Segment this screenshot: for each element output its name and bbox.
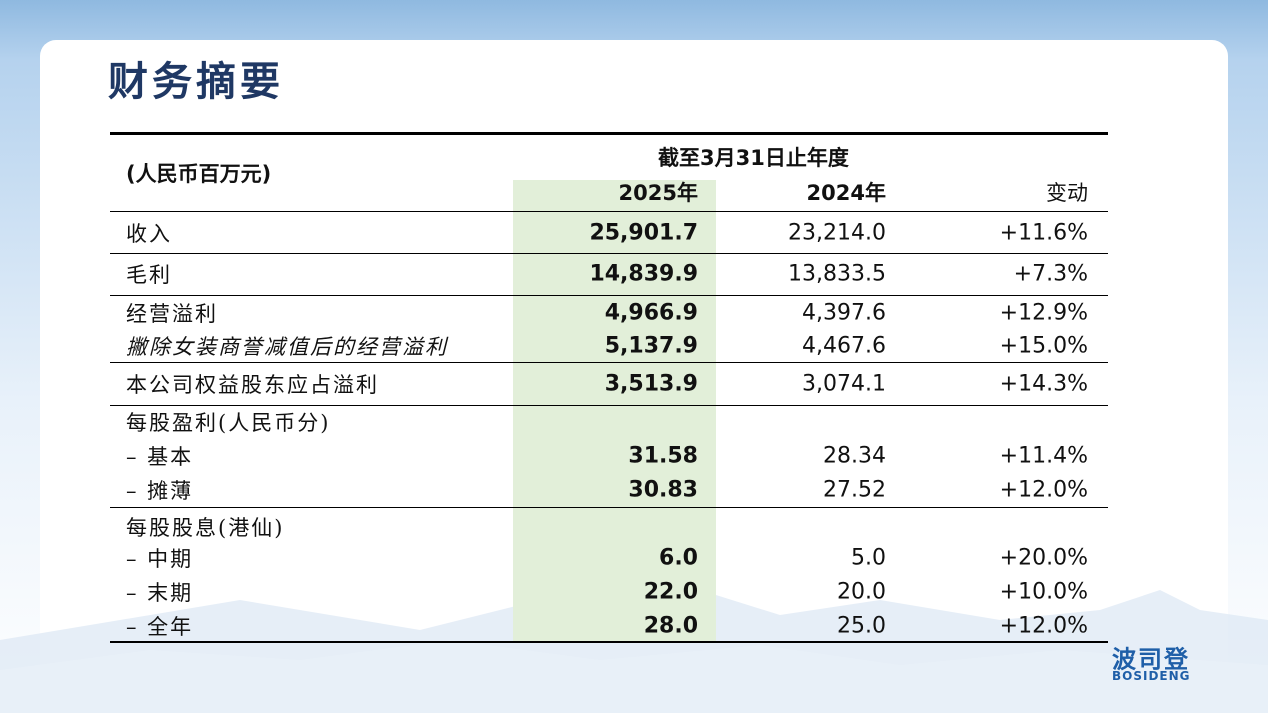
row-label: 每股股息(港仙) <box>126 516 285 540</box>
cell: 13,833.5 <box>788 261 886 287</box>
period: 截至3月31日止年度 <box>658 146 849 170</box>
cell: 3,513.9 <box>604 371 698 397</box>
cell: 6.0 <box>659 545 698 571</box>
cell: 23,214.0 <box>788 220 886 246</box>
title: 财务摘要 <box>108 58 284 105</box>
rule <box>110 405 1108 406</box>
rule <box>110 507 1108 508</box>
cell: 4,966.9 <box>604 300 698 326</box>
cell: +11.4% <box>999 443 1088 469</box>
cell: 25,901.7 <box>589 220 698 246</box>
cell: 5,137.9 <box>604 333 698 359</box>
cell: 28.34 <box>823 443 886 469</box>
cell: 27.52 <box>823 477 886 503</box>
cell: +7.3% <box>1013 261 1088 287</box>
rule <box>110 641 1108 643</box>
cell: +12.9% <box>999 300 1088 326</box>
cell: 31.58 <box>628 443 698 469</box>
row-label: – 全年 <box>126 615 194 639</box>
cell: 5.0 <box>851 545 886 571</box>
row-label: 每股盈利(人民币分) <box>126 411 331 435</box>
row-label: 本公司权益股东应占溢利 <box>126 373 379 397</box>
rule <box>110 295 1108 296</box>
cell: +12.0% <box>999 613 1088 639</box>
cell: 4,467.6 <box>802 333 886 359</box>
row-label: – 摊薄 <box>126 479 194 503</box>
row-label: – 中期 <box>126 547 194 571</box>
cell: 30.83 <box>628 477 698 503</box>
cell: +11.6% <box>999 220 1088 246</box>
row-label: 撇除女装商誉减值后的经营溢利 <box>126 335 448 359</box>
rule <box>110 211 1108 212</box>
cell: +20.0% <box>999 545 1088 571</box>
cell: 22.0 <box>643 579 698 605</box>
cell: +10.0% <box>999 579 1088 605</box>
row-label: 毛利 <box>126 263 172 287</box>
highlight-column <box>513 180 716 642</box>
logo-name: 波司登 <box>1112 645 1190 674</box>
logo-brand: BOSIDENG <box>1112 669 1191 683</box>
column-header: 2025年 <box>618 181 698 205</box>
row-label: – 基本 <box>126 445 194 469</box>
row-label: 收入 <box>126 222 172 246</box>
row-label: – 末期 <box>126 581 194 605</box>
cell: +12.0% <box>999 477 1088 503</box>
unit: (人民币百万元) <box>126 162 272 186</box>
cell: 3,074.1 <box>802 371 886 397</box>
cell: 14,839.9 <box>589 261 698 287</box>
cell: 25.0 <box>837 613 886 639</box>
cell: 28.0 <box>643 613 698 639</box>
rule <box>110 362 1108 363</box>
cell: +15.0% <box>999 333 1088 359</box>
cell: 20.0 <box>837 579 886 605</box>
column-header: 变动 <box>1046 181 1088 205</box>
rule <box>110 253 1108 254</box>
column-header: 2024年 <box>806 181 886 205</box>
rule <box>110 132 1108 135</box>
row-label: 经营溢利 <box>126 302 218 326</box>
cell: +14.3% <box>999 371 1088 397</box>
cell: 4,397.6 <box>802 300 886 326</box>
